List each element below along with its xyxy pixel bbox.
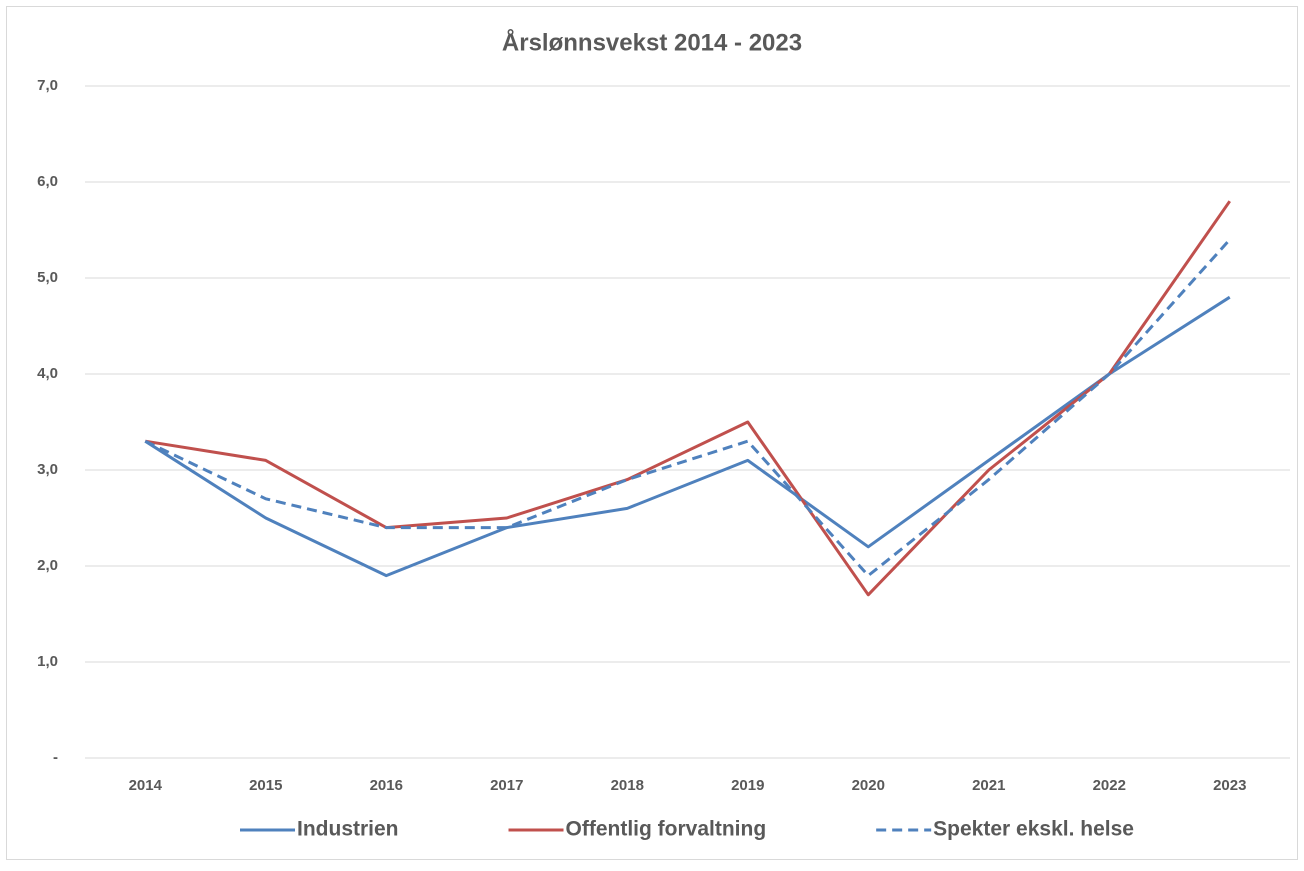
- legend-label: Spekter ekskl. helse: [933, 818, 1134, 841]
- x-tick-label: 2019: [731, 777, 764, 794]
- series-line: [144, 238, 1231, 578]
- x-tick-label: 2018: [611, 777, 644, 794]
- x-tick-label: 2017: [490, 777, 523, 794]
- x-tick-label: 2021: [972, 777, 1005, 794]
- series-line: [144, 295, 1231, 578]
- y-tick-label: -: [53, 749, 58, 766]
- chart-border: [6, 6, 1298, 860]
- x-tick-label: 2022: [1093, 777, 1126, 794]
- y-tick-label: 7,0: [37, 77, 58, 94]
- legend-label: Offentlig forvaltning: [566, 818, 767, 841]
- x-tick-label: 2015: [249, 777, 282, 794]
- y-tick-label: 4,0: [37, 365, 58, 382]
- y-tick-label: 2,0: [37, 557, 58, 574]
- y-tick-label: 6,0: [37, 173, 58, 190]
- x-tick-label: 2014: [129, 777, 163, 794]
- y-tick-label: 1,0: [37, 653, 58, 670]
- chart-title: Årslønnsvekst 2014 - 2023: [502, 28, 802, 56]
- series-line: [145, 200, 1231, 597]
- legend-label: Industrien: [297, 818, 399, 841]
- y-tick-label: 3,0: [37, 461, 58, 478]
- x-tick-label: 2023: [1213, 777, 1246, 794]
- y-tick-label: 5,0: [37, 269, 58, 286]
- x-tick-label: 2020: [852, 777, 885, 794]
- x-tick-label: 2016: [370, 777, 403, 794]
